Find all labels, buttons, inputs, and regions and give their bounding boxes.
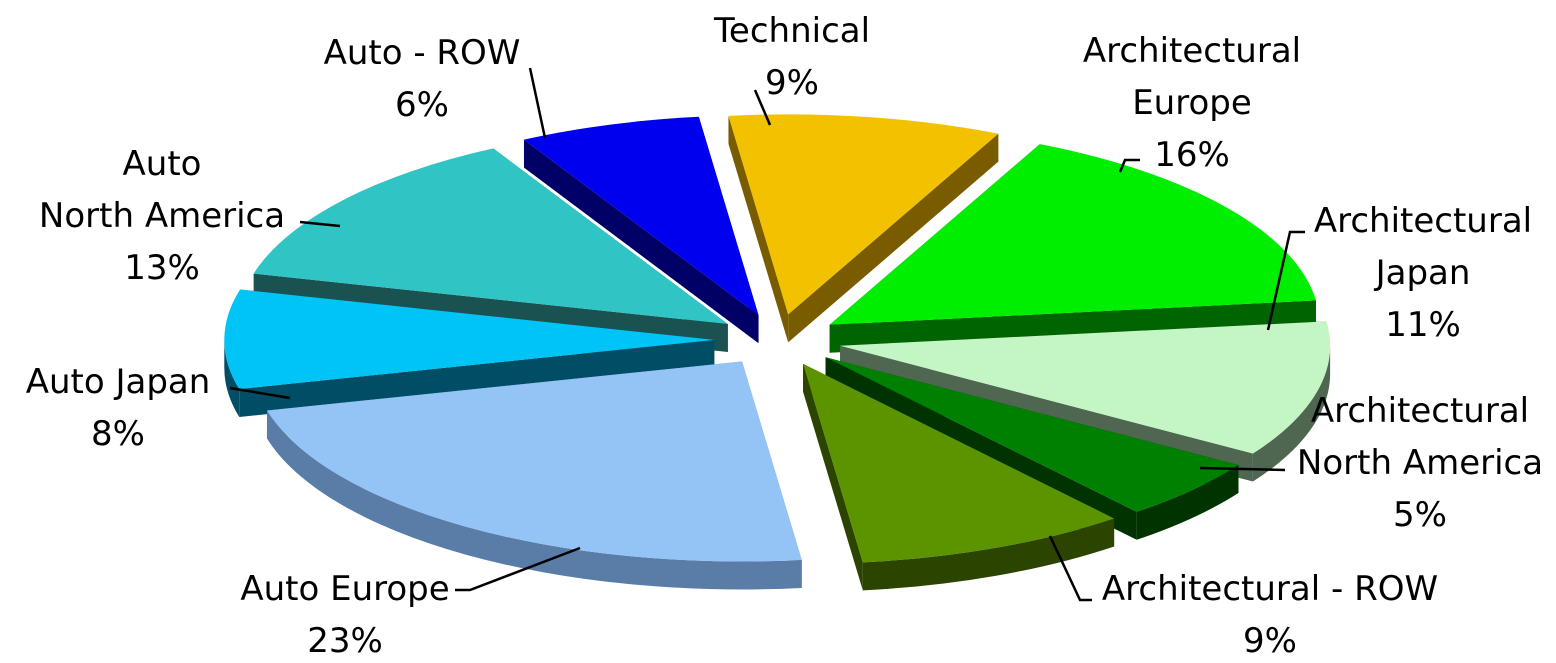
leader-line-technical	[753, 89, 772, 126]
leader-line-architectural-north-america	[1199, 466, 1286, 472]
slice-technical	[728, 114, 999, 343]
data-label-auto-europe: Auto Europe 23%	[240, 569, 449, 661]
data-label-technical: Technical 9%	[713, 11, 870, 103]
leader-line-architectural-row	[1048, 535, 1092, 602]
slice-top-architectural-north-america	[825, 357, 1239, 512]
leader-line-auto-europe	[455, 546, 581, 592]
slice-side-architectural-europe	[829, 300, 1317, 353]
slice-side-architectural-row	[803, 363, 863, 591]
data-labels: Technical 9%Architectural Europe 16%Archite…	[26, 11, 1543, 661]
pie-slices	[224, 114, 1331, 591]
leader-line-architectural-europe	[1118, 158, 1140, 173]
slice-rim-architectural-japan	[1252, 345, 1331, 482]
data-label-auto-row: Auto - ROW 6%	[324, 33, 521, 125]
slice-top-technical	[728, 114, 999, 315]
slice-rim-auto-europe	[266, 410, 802, 590]
data-label-architectural-europe: Architectural Europe 16%	[1083, 31, 1301, 175]
leader-line-auto-japan	[229, 386, 291, 400]
slice-top-architectural-row	[803, 363, 1115, 563]
slice-architectural-north-america	[825, 357, 1239, 540]
slice-top-auto-japan	[224, 289, 715, 389]
slice-top-architectural-europe	[829, 144, 1317, 325]
slice-side-auto-japan	[239, 339, 715, 417]
leader-line-auto-north-america	[299, 220, 341, 228]
slice-side-auto-row	[523, 139, 759, 344]
data-label-architectural-japan: Architectural Japan 11%	[1314, 201, 1532, 345]
slice-architectural-europe	[829, 144, 1317, 353]
slice-auto-north-america	[253, 148, 728, 352]
data-label-auto-north-america: Auto North America 13%	[39, 144, 285, 288]
slice-top-architectural-japan	[840, 321, 1331, 454]
slice-side-technical	[788, 133, 999, 343]
slice-auto-japan	[224, 289, 715, 417]
data-label-architectural-row: Architectural - ROW 9%	[1102, 569, 1438, 661]
slice-top-auto-north-america	[253, 148, 728, 324]
slice-top-auto-europe	[266, 361, 802, 562]
leader-line-architectural-japan	[1266, 230, 1305, 331]
leader-line-auto-row	[528, 67, 547, 139]
slice-rim-auto-japan	[224, 339, 240, 417]
slice-top-auto-row	[523, 116, 759, 316]
data-label-architectural-north-america: Architectural North America 5%	[1297, 391, 1543, 535]
slice-rim-architectural-north-america	[1136, 465, 1239, 540]
slice-auto-europe	[266, 361, 802, 590]
data-label-auto-japan: Auto Japan 8%	[26, 362, 211, 454]
slice-architectural-row	[803, 363, 1115, 591]
slice-side-technical	[728, 115, 789, 343]
slice-auto-row	[523, 116, 759, 344]
